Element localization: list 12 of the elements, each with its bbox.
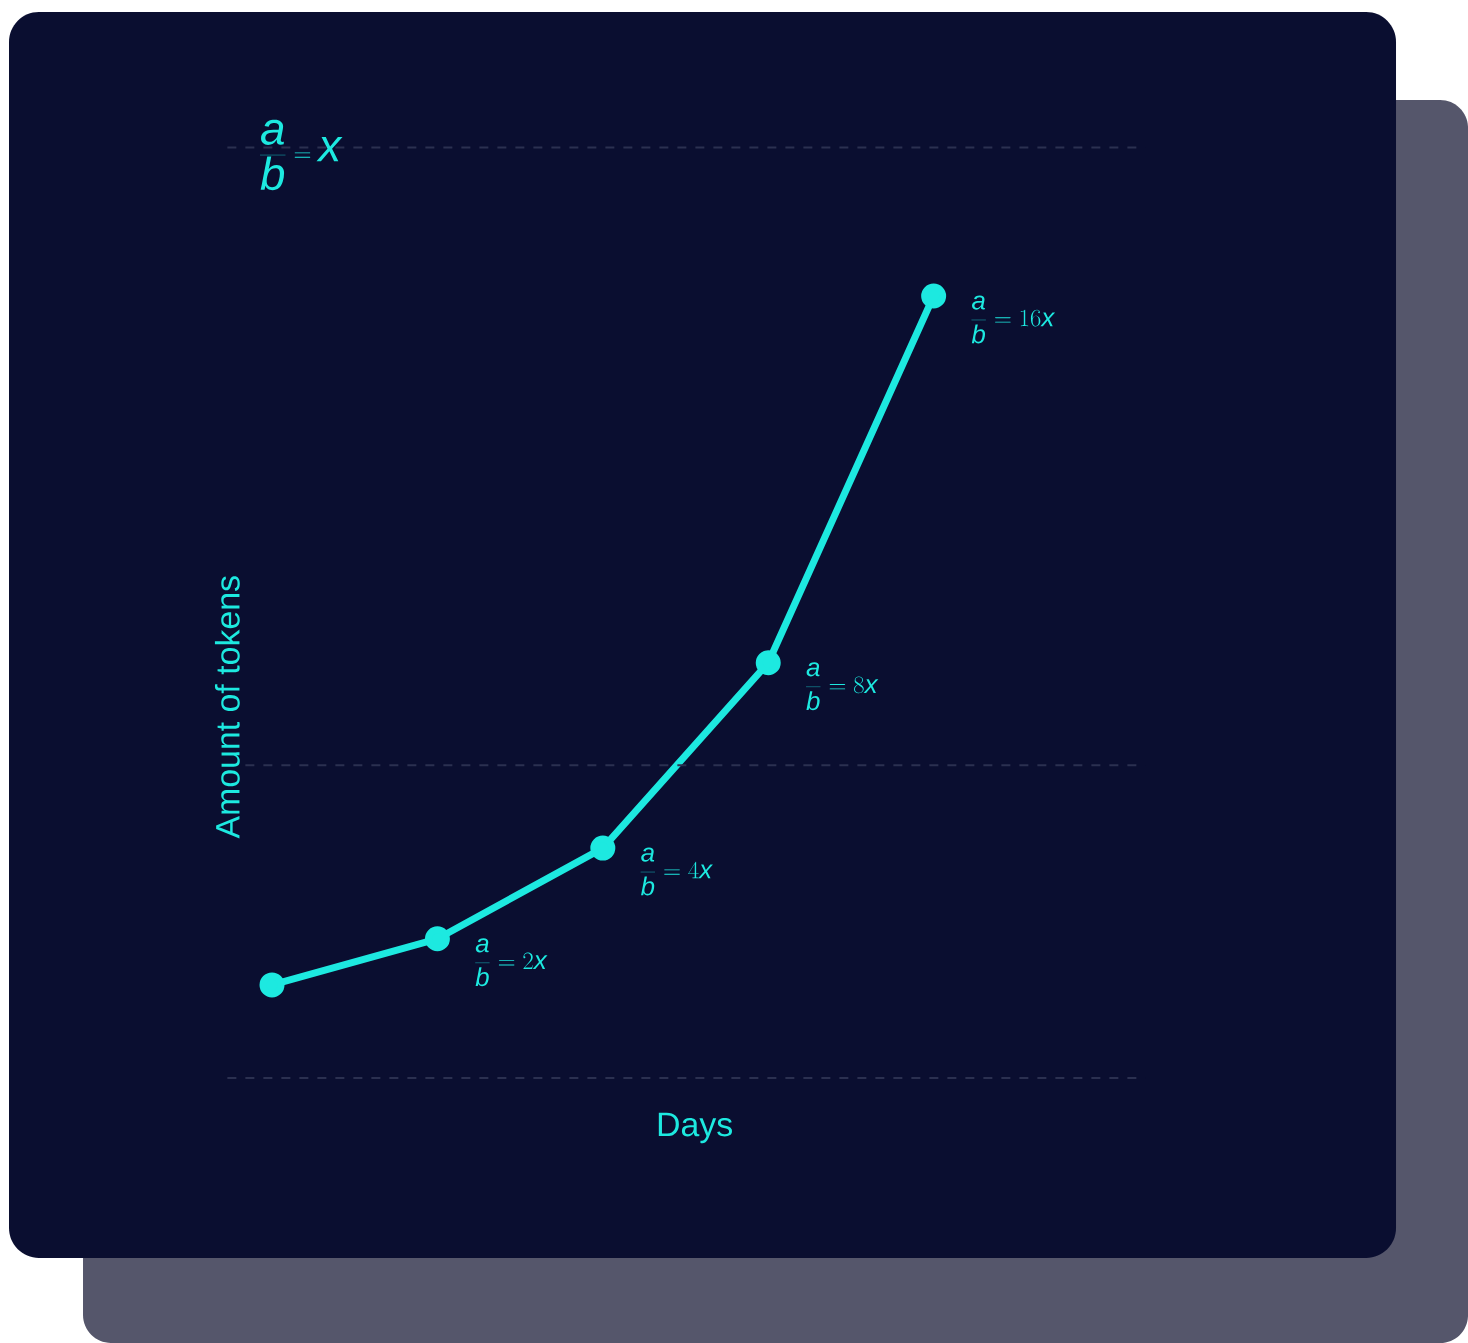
point [755, 650, 781, 676]
annotation: $\frac{a}{b}=2x$ [475, 938, 548, 987]
point [424, 926, 450, 952]
annotation: $\frac{a}{b}=16x$ [971, 295, 1056, 344]
y-axis-title: Amount of tokens [214, 576, 240, 839]
chart-title: $\frac{a}{b}=x$ [260, 119, 343, 191]
x-axis-title: Days [658, 1112, 732, 1144]
annotation: $\frac{a}{b}=4x$ [640, 847, 713, 896]
annotation: $\frac{a}{b}=8x$ [806, 662, 879, 711]
point [259, 972, 285, 998]
point [590, 835, 616, 861]
point [921, 283, 947, 309]
